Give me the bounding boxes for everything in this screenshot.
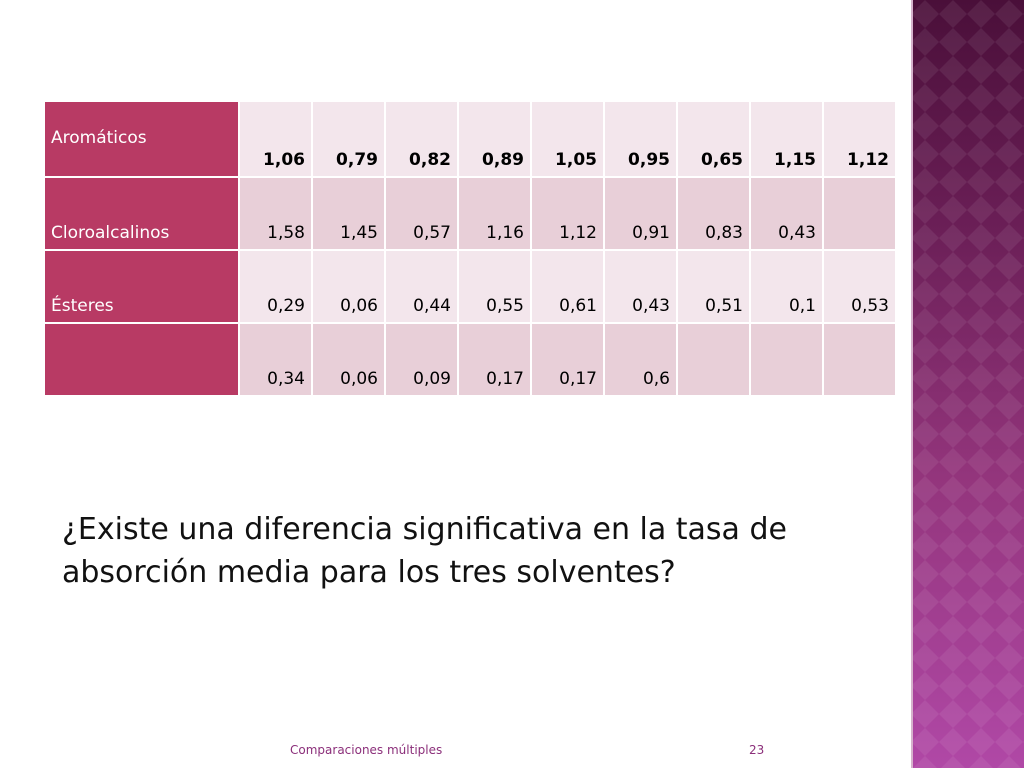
table-cell: 1,05 [530, 102, 603, 178]
table-cell: 0,1 [749, 251, 822, 324]
data-table: Aromáticos 1,06 0,79 0,82 0,89 1,05 0,95… [45, 102, 895, 397]
table-cell: 0,55 [457, 251, 530, 324]
table-row: 0,34 0,06 0,09 0,17 0,17 0,6 [45, 324, 895, 397]
table-cell: 0,79 [311, 102, 384, 178]
table-cell: 0,57 [384, 178, 457, 251]
decorative-side-band [911, 0, 1024, 768]
diamond-pattern [913, 0, 1024, 768]
table-cell: 0,83 [676, 178, 749, 251]
table-cell: 0,17 [530, 324, 603, 397]
table-cell: 0,29 [238, 251, 311, 324]
table-cell: 0,43 [749, 178, 822, 251]
footer-title: Comparaciones múltiples [290, 743, 443, 757]
table-cell: 0,65 [676, 102, 749, 178]
slide-number: 23 [749, 743, 765, 757]
side-band-divider [911, 0, 913, 768]
table-cell: 0,91 [603, 178, 676, 251]
question-text: ¿Existe una diferencia significativa en … [62, 512, 787, 590]
table-cell: 0,6 [603, 324, 676, 397]
table-cell: 0,44 [384, 251, 457, 324]
table-row: Cloroalcalinos 1,58 1,45 0,57 1,16 1,12 … [45, 178, 895, 251]
table-row: Ésteres 0,29 0,06 0,44 0,55 0,61 0,43 0,… [45, 251, 895, 324]
table-cell: 0,61 [530, 251, 603, 324]
table-cell: 1,06 [238, 102, 311, 178]
row-label: Cloroalcalinos [45, 178, 238, 251]
table-cell: 0,95 [603, 102, 676, 178]
table-cell: 1,58 [238, 178, 311, 251]
table-cell: 0,34 [238, 324, 311, 397]
table-cell: 1,15 [749, 102, 822, 178]
table-cell: 1,12 [822, 102, 895, 178]
table-cell: 0,43 [603, 251, 676, 324]
row-label [45, 324, 238, 397]
table-cell: 0,06 [311, 251, 384, 324]
table-cell [822, 178, 895, 251]
table-cell: 0,53 [822, 251, 895, 324]
table-cell [822, 324, 895, 397]
table-cell: 1,12 [530, 178, 603, 251]
row-label: Ésteres [45, 251, 238, 324]
table-cell [749, 324, 822, 397]
table-cell: 0,06 [311, 324, 384, 397]
table-cell: 0,17 [457, 324, 530, 397]
table-cell: 0,51 [676, 251, 749, 324]
table-cell: 1,16 [457, 178, 530, 251]
table-cell: 1,45 [311, 178, 384, 251]
row-label: Aromáticos [45, 102, 238, 178]
table-cell: 0,82 [384, 102, 457, 178]
table-cell [676, 324, 749, 397]
table-row: Aromáticos 1,06 0,79 0,82 0,89 1,05 0,95… [45, 102, 895, 178]
table-cell: 0,89 [457, 102, 530, 178]
table-cell: 0,09 [384, 324, 457, 397]
